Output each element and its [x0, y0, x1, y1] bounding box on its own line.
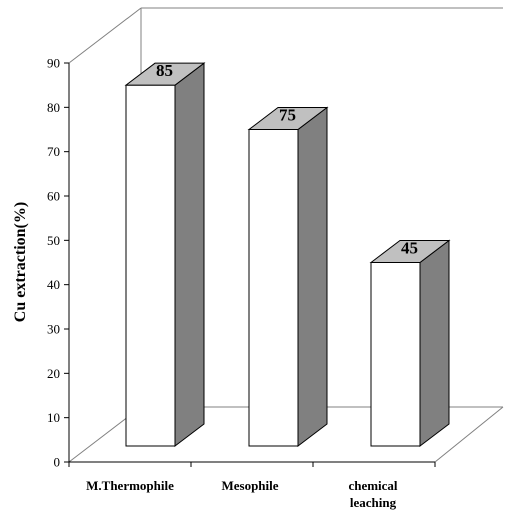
x-tick-label: M.Thermophile	[86, 478, 174, 493]
bar-top	[247, 107, 329, 130]
y-tick-label: 10	[47, 410, 60, 425]
y-tick-label: 70	[47, 144, 60, 159]
y-axis: 0 10 20 30 40 50 60 70 80 90	[47, 56, 70, 470]
bar-top	[124, 62, 206, 86]
side-wall-top-edge	[68, 7, 142, 64]
x-axis: M.Thermophile Mesophile chemical leaching	[68, 461, 436, 510]
y-axis-title: Cu extraction(%)	[12, 202, 29, 322]
x-tick-label: Mesophile	[221, 478, 278, 493]
bar	[369, 239, 451, 448]
x-tick-label: chemical leaching	[348, 478, 397, 510]
bar	[247, 106, 329, 448]
y-tick-label: 80	[47, 100, 60, 115]
y-tick-label: 20	[47, 366, 60, 381]
data-label: 45	[401, 239, 418, 258]
floor-right-edge	[434, 406, 504, 463]
y-tick-label: 40	[47, 277, 60, 292]
y-tick-label: 50	[47, 233, 60, 248]
bar-side	[174, 62, 205, 448]
y-tick-label: 0	[54, 455, 61, 470]
bar-front	[125, 84, 176, 447]
y-tick-label: 90	[47, 56, 60, 71]
data-label: 85	[156, 61, 173, 80]
bar-front	[370, 262, 421, 447]
bars	[124, 62, 451, 448]
bar-side	[419, 239, 450, 448]
y-tick-label: 30	[47, 322, 60, 337]
bar-side	[297, 106, 328, 448]
bar-top	[369, 240, 451, 263]
data-label: 75	[279, 106, 296, 125]
y-tick-label: 60	[47, 189, 60, 204]
bar-front	[248, 129, 299, 447]
data-labels: 85 75 45	[156, 61, 418, 257]
bar	[124, 62, 206, 448]
